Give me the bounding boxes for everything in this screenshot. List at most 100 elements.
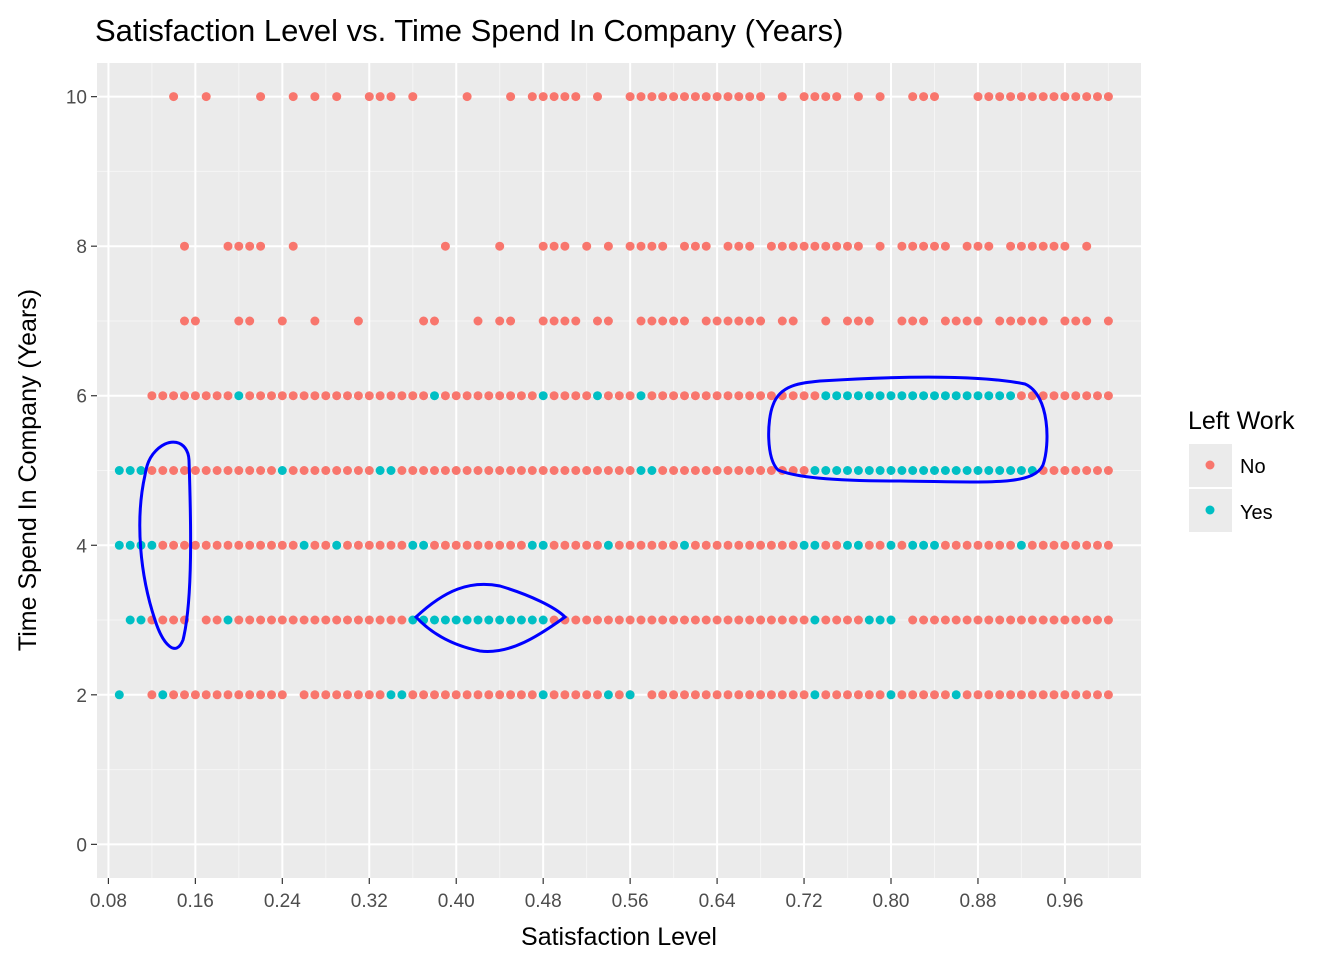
point-no (506, 391, 516, 401)
point-no (919, 690, 929, 700)
point-no (1060, 316, 1070, 326)
point-no (419, 316, 429, 326)
point-no (147, 690, 157, 700)
point-no (777, 615, 787, 625)
point-no (495, 316, 505, 326)
point-no (625, 92, 635, 102)
point-yes (332, 540, 342, 550)
point-no (658, 92, 668, 102)
point-no (332, 615, 342, 625)
point-no (734, 466, 744, 475)
point-yes (962, 391, 972, 401)
point-yes (1006, 466, 1016, 475)
point-yes (375, 466, 385, 475)
point-no (821, 241, 831, 251)
point-no (1016, 391, 1026, 401)
point-no (614, 615, 624, 625)
point-yes (516, 615, 526, 625)
point-no (169, 466, 179, 475)
point-no (843, 316, 852, 326)
point-no (353, 316, 363, 326)
point-no (897, 690, 907, 700)
legend-label-no: No (1240, 456, 1266, 478)
point-no (321, 540, 331, 550)
point-yes (821, 391, 831, 401)
point-no (419, 690, 429, 700)
point-no (277, 615, 287, 625)
y-tick-label: 2 (76, 686, 87, 707)
point-no (560, 391, 570, 401)
point-no (821, 316, 831, 326)
series-no-points (147, 92, 1113, 700)
point-no (353, 540, 363, 550)
point-no (603, 241, 613, 251)
point-no (190, 540, 200, 550)
point-no (430, 316, 439, 326)
point-no (343, 391, 352, 401)
point-no (690, 615, 700, 625)
point-no (234, 466, 244, 475)
point-no (473, 540, 483, 550)
y-axis-ticks: 0 2 4 6 8 10 (66, 88, 97, 856)
point-no (571, 316, 581, 326)
x-tick-label: 0.48 (525, 891, 562, 912)
x-tick-label: 0.80 (873, 891, 910, 912)
point-no (973, 241, 983, 251)
point-no (321, 466, 331, 475)
point-no (245, 391, 255, 401)
point-no (571, 690, 581, 700)
point-no (1082, 540, 1092, 550)
point-yes (1016, 466, 1026, 475)
point-yes (886, 615, 896, 625)
point-no (1071, 391, 1081, 401)
point-yes (864, 391, 874, 401)
point-no (440, 540, 450, 550)
point-no (538, 466, 548, 475)
point-no (571, 92, 581, 102)
point-yes (603, 540, 613, 550)
point-no (788, 690, 798, 700)
point-no (1060, 690, 1070, 700)
point-no (1060, 391, 1070, 401)
point-no (180, 316, 189, 326)
point-no (364, 92, 374, 102)
point-no (636, 241, 646, 251)
point-no (940, 316, 950, 326)
point-no (310, 540, 320, 550)
point-no (375, 690, 385, 700)
point-no (245, 540, 255, 550)
point-no (908, 690, 918, 700)
point-no (495, 391, 505, 401)
y-axis-title: Time Spend In Company (Years) (14, 289, 42, 651)
point-no (321, 690, 331, 700)
point-yes (430, 615, 439, 625)
point-no (201, 391, 211, 401)
point-no (560, 540, 570, 550)
point-no (473, 316, 483, 326)
point-no (430, 466, 439, 475)
hand-drawn-annotations (138, 375, 1049, 654)
point-no (1049, 540, 1059, 550)
point-no (984, 615, 994, 625)
point-no (919, 316, 929, 326)
point-no (908, 316, 918, 326)
point-no (256, 241, 266, 251)
point-no (256, 690, 266, 700)
point-no (625, 615, 635, 625)
point-yes (147, 540, 157, 550)
point-yes (973, 466, 983, 475)
point-no (897, 316, 907, 326)
point-no (267, 540, 276, 550)
point-yes (125, 466, 135, 475)
point-no (277, 540, 287, 550)
point-no (712, 316, 722, 326)
point-no (788, 540, 798, 550)
chart-title: Satisfaction Level vs. Time Spend In Com… (95, 13, 843, 48)
point-no (777, 316, 787, 326)
point-no (190, 466, 200, 475)
point-no (734, 391, 744, 401)
point-no (734, 241, 744, 251)
point-no (310, 690, 320, 700)
point-no (690, 391, 700, 401)
x-tick-label: 0.88 (959, 891, 996, 912)
